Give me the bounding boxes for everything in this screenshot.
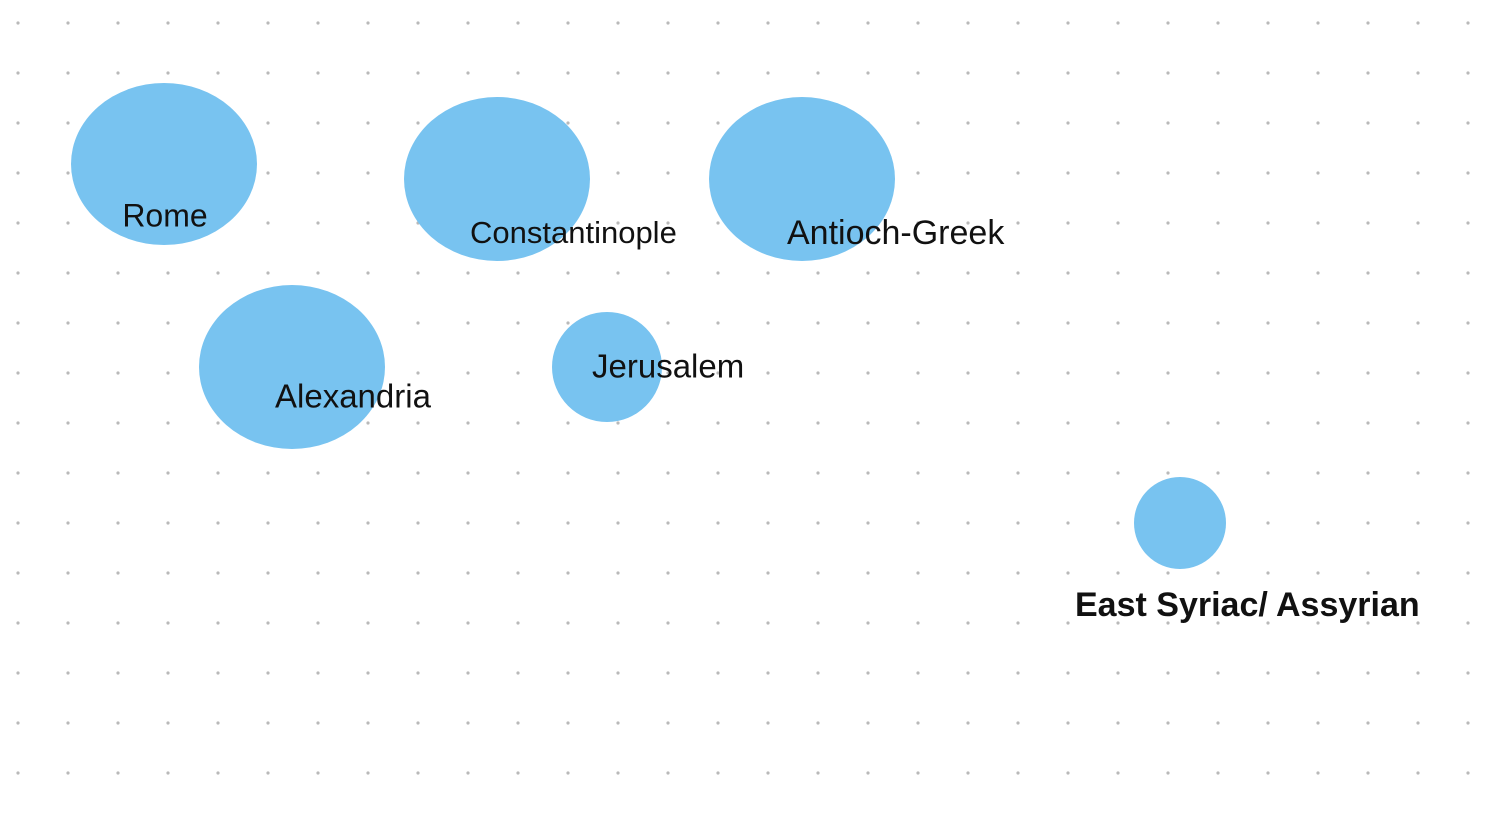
node-label[interactable]: Jerusalem bbox=[592, 348, 744, 385]
node-shape[interactable] bbox=[709, 97, 895, 261]
node-label[interactable]: Rome bbox=[122, 197, 207, 233]
node-shape[interactable] bbox=[1134, 477, 1226, 569]
node-label[interactable]: Constantinople bbox=[470, 215, 677, 250]
node-shape[interactable] bbox=[404, 97, 590, 261]
node-shape[interactable] bbox=[552, 312, 662, 422]
node-shape[interactable] bbox=[71, 83, 257, 245]
node-shape[interactable] bbox=[199, 285, 385, 449]
node-label[interactable]: Alexandria bbox=[275, 378, 432, 415]
node-label[interactable]: Antioch-Greek bbox=[787, 214, 1005, 252]
node-label[interactable]: East Syriac/ Assyrian bbox=[1075, 586, 1420, 624]
